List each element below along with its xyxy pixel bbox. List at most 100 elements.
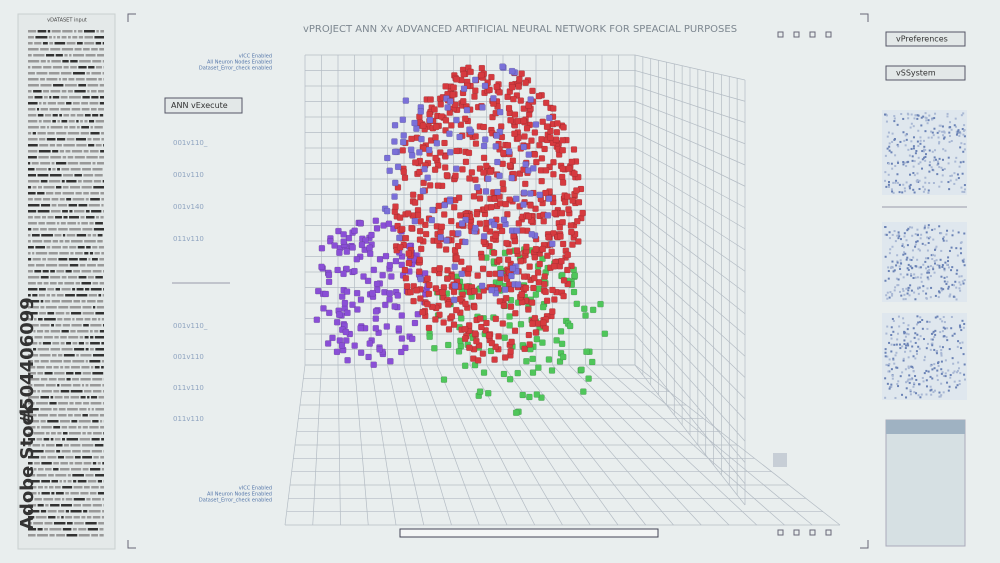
- thumb-pixel: [896, 123, 899, 126]
- data-glyph: [28, 282, 36, 285]
- red-node: [450, 321, 458, 328]
- thumb-pixel: [893, 117, 896, 120]
- purple-node: [370, 266, 378, 274]
- thumb-pixel: [938, 124, 941, 127]
- thumb-pixel: [910, 273, 913, 276]
- data-glyph: [60, 336, 67, 339]
- red-node: [511, 111, 519, 118]
- data-glyph: [52, 150, 59, 153]
- data-glyph: [53, 36, 56, 39]
- data-glyph: [40, 300, 44, 303]
- data-glyph: [82, 414, 88, 417]
- red-node: [571, 170, 578, 177]
- data-glyph: [98, 396, 104, 399]
- data-glyph: [91, 210, 102, 213]
- purple-node: [373, 225, 381, 232]
- data-glyph: [69, 402, 74, 405]
- thumb-pixel: [904, 298, 907, 301]
- blue-node: [508, 67, 516, 75]
- thumb-pixel: [952, 295, 955, 298]
- data-glyph: [76, 234, 87, 237]
- thumb-pixel: [942, 239, 945, 242]
- red-node: [535, 92, 543, 100]
- data-glyph: [38, 156, 49, 159]
- data-glyph: [45, 468, 52, 471]
- execute-button[interactable]: ANN vExecute: [164, 97, 243, 114]
- thumb-pixel: [898, 265, 901, 268]
- red-node: [541, 273, 549, 280]
- thumb-pixel: [961, 190, 964, 193]
- red-node: [564, 251, 572, 259]
- thumb-pixel: [913, 382, 916, 385]
- thumb-pixel: [943, 167, 946, 170]
- data-glyph: [50, 360, 63, 363]
- data-glyph: [60, 72, 72, 75]
- thumb-pixel: [950, 174, 953, 177]
- data-glyph: [82, 426, 88, 429]
- purple-node: [313, 316, 321, 324]
- data-glyph: [76, 120, 79, 123]
- thumb-pixel: [903, 251, 906, 254]
- data-glyph: [38, 120, 42, 123]
- thumb-pixel: [917, 345, 920, 348]
- red-node: [495, 333, 502, 340]
- data-glyph: [64, 396, 70, 399]
- data-glyph: [59, 114, 62, 117]
- data-glyph: [83, 174, 94, 177]
- data-glyph: [80, 132, 89, 135]
- thumb-pixel: [943, 269, 946, 272]
- data-glyph: [84, 390, 92, 393]
- blue-node: [458, 270, 465, 278]
- data-glyph: [28, 42, 33, 45]
- thumb-pixel: [904, 350, 907, 353]
- red-node: [468, 169, 476, 176]
- blue-node: [446, 149, 454, 156]
- red-node: [500, 302, 508, 309]
- thumb-pixel: [935, 259, 938, 262]
- red-node: [431, 166, 439, 173]
- red-node: [454, 242, 462, 250]
- red-node: [396, 244, 404, 251]
- data-glyph: [99, 48, 104, 51]
- red-node: [541, 145, 548, 153]
- thumb-pixel: [940, 394, 943, 397]
- data-glyph: [84, 240, 96, 243]
- data-glyph: [28, 252, 31, 255]
- purple-node: [397, 348, 405, 356]
- data-glyph: [96, 30, 99, 33]
- red-node: [450, 288, 458, 296]
- thumb-pixel: [957, 361, 960, 364]
- thumb-pixel: [908, 294, 911, 297]
- thumb-pixel: [917, 156, 920, 159]
- thumb-pixel: [941, 265, 944, 268]
- red-node: [453, 306, 460, 314]
- data-glyph: [102, 462, 104, 465]
- thumb-pixel: [957, 340, 960, 343]
- thumb-pixel: [929, 236, 932, 239]
- system-button[interactable]: vSSystem: [885, 65, 966, 81]
- red-node: [496, 89, 503, 96]
- thumb-pixel: [956, 132, 959, 135]
- thumb-pixel: [903, 332, 906, 335]
- data-glyph: [92, 372, 104, 375]
- data-glyph: [28, 216, 33, 219]
- thumb-pixel: [926, 269, 929, 272]
- axis-label: 001v110: [173, 353, 204, 361]
- blue-node: [391, 179, 399, 187]
- data-glyph: [88, 204, 100, 207]
- data-glyph: [92, 60, 102, 63]
- data-glyph: [61, 120, 68, 123]
- preferences-button[interactable]: vPreferences: [885, 31, 966, 47]
- purple-node: [340, 238, 347, 245]
- status-label: All Neuron Nodes Enabled: [207, 492, 272, 498]
- red-node: [573, 187, 580, 194]
- data-glyph: [73, 270, 80, 273]
- thumb-pixel: [917, 129, 920, 132]
- data-glyph: [99, 330, 104, 333]
- data-glyph: [101, 252, 104, 255]
- data-glyph: [65, 510, 70, 513]
- data-glyph: [66, 198, 72, 201]
- grid-line: [585, 364, 757, 526]
- thumb-pixel: [963, 373, 966, 376]
- thumb-pixel: [905, 165, 908, 168]
